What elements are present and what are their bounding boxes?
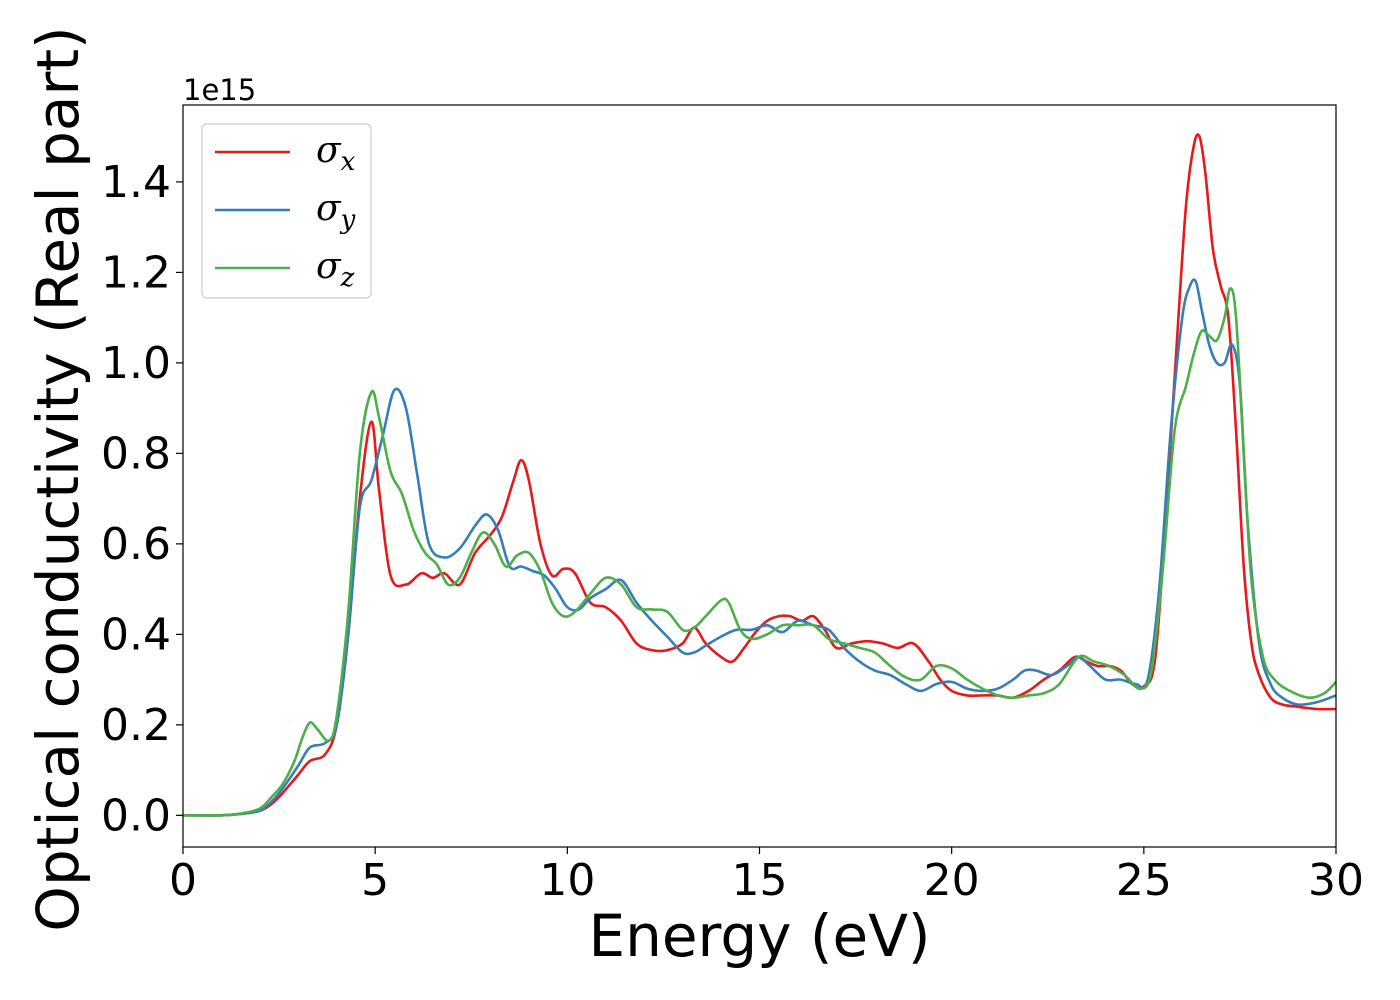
legend-label-y: σy bbox=[316, 188, 356, 235]
x-tick-label: 10 bbox=[539, 855, 595, 906]
y-tick-label: 0.6 bbox=[101, 519, 171, 570]
x-axis-title: Energy (eV) bbox=[588, 902, 930, 970]
y-tick-label: 1.0 bbox=[101, 338, 171, 389]
y-tick-label: 0.8 bbox=[101, 428, 171, 479]
series-line-x bbox=[183, 133, 1336, 817]
y-axis: 0.0 0.2 0.4 0.6 0.8 1.0 1.2 1.4 bbox=[101, 157, 183, 841]
y-tick-label: 1.4 bbox=[101, 157, 171, 208]
series-layer bbox=[183, 133, 1336, 817]
legend: σx σy σz bbox=[201, 123, 372, 299]
series-line-y bbox=[183, 278, 1336, 817]
series-line-z bbox=[183, 286, 1336, 817]
x-tick-label: 30 bbox=[1308, 855, 1364, 906]
y-tick-label: 1.2 bbox=[101, 247, 171, 298]
y-tick-label: 0.0 bbox=[101, 790, 171, 841]
y-offset-label: 1e15 bbox=[183, 73, 256, 107]
x-tick-label: 15 bbox=[732, 855, 788, 906]
legend-label-z: σz bbox=[316, 246, 355, 293]
y-tick-label: 0.4 bbox=[101, 609, 171, 660]
x-tick-label: 0 bbox=[169, 855, 197, 906]
x-axis: 0 5 10 15 20 25 30 bbox=[169, 847, 1364, 906]
y-axis-title: Optical conductivity (Real part) bbox=[24, 26, 92, 931]
x-tick-label: 5 bbox=[361, 855, 389, 906]
y-tick-label: 0.2 bbox=[101, 700, 171, 751]
x-tick-label: 20 bbox=[924, 855, 980, 906]
legend-label-x: σx bbox=[316, 130, 356, 177]
x-tick-label: 25 bbox=[1116, 855, 1172, 906]
